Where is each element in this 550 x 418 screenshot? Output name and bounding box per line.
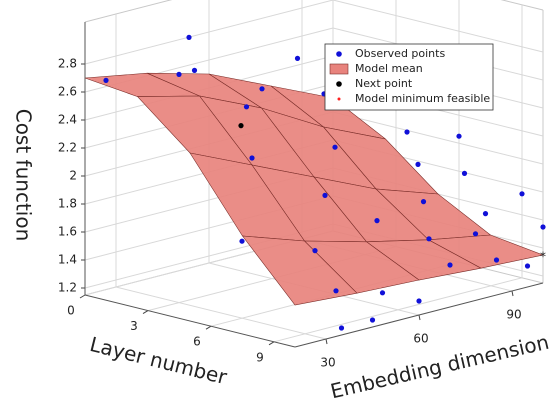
box-edge [84, 0, 173, 23]
point [447, 262, 453, 268]
point [369, 317, 376, 323]
point [186, 34, 192, 41]
x-tick [79, 294, 86, 299]
x-tick [268, 341, 275, 346]
y-axis-label: Embedding dimension [328, 330, 550, 404]
z-tick-label: 1.4 [58, 253, 77, 267]
legend-label: Next point [355, 77, 413, 90]
point [416, 298, 422, 304]
point [338, 325, 345, 331]
x-tick-label: 3 [130, 319, 138, 333]
legend-star [337, 97, 341, 101]
legend-label: Model minimum feasible [355, 92, 490, 105]
point [482, 211, 489, 217]
x-tick [142, 310, 149, 315]
box-edge [500, 0, 544, 11]
point [404, 129, 410, 135]
grid-line [115, 286, 327, 340]
grid-line [332, 0, 544, 53]
point [415, 161, 421, 167]
y-tick-label: 90 [506, 308, 521, 322]
y-tick [325, 338, 328, 345]
point [239, 238, 245, 244]
point [461, 170, 468, 176]
x-tick [205, 325, 212, 330]
x-tick-label: 6 [193, 335, 201, 349]
y-tick-label: 30 [320, 356, 335, 370]
point [332, 144, 338, 150]
point [312, 248, 318, 254]
x-tick-label: 9 [256, 350, 264, 364]
legend-dot [336, 51, 342, 57]
point [103, 77, 109, 83]
surface-patch [241, 235, 358, 306]
legend-label: Observed points [355, 47, 445, 60]
y-tick-label: 60 [413, 332, 428, 346]
point [540, 224, 546, 230]
point [191, 67, 198, 73]
z-axis-label: Cost function [12, 109, 36, 242]
point [456, 133, 462, 139]
x-axis [84, 294, 296, 348]
legend-swatch [329, 63, 349, 75]
point [524, 263, 531, 269]
point [493, 257, 500, 263]
y-tick [511, 290, 514, 297]
legend-label: Model mean [355, 62, 423, 75]
y-tick [418, 314, 421, 321]
point [426, 236, 432, 242]
z-tick-label: 2.8 [58, 57, 77, 71]
z-tick-label: 2.6 [58, 85, 77, 99]
point [374, 218, 380, 224]
z-tick-label: 2.4 [58, 113, 77, 127]
min-point: * [540, 250, 546, 264]
z-tick-label: 1.6 [58, 225, 77, 239]
point [259, 86, 265, 92]
point [420, 199, 427, 205]
z-tick-label: 2.2 [58, 141, 77, 155]
point [333, 288, 339, 294]
grid-line [332, 111, 544, 165]
legend-box [324, 43, 494, 111]
point [176, 71, 182, 77]
z-tick-label: 1.8 [58, 197, 77, 211]
point [379, 290, 386, 296]
point [519, 191, 525, 197]
x-axis-label: Layer number [87, 332, 230, 389]
point [294, 55, 301, 62]
point [472, 231, 479, 237]
y-axis [294, 282, 544, 348]
z-tick-label: 2 [69, 169, 77, 183]
point [238, 123, 244, 129]
point [322, 192, 328, 198]
point [243, 104, 250, 110]
point [249, 155, 255, 161]
legend-dot [336, 81, 342, 87]
z-tick-label: 1.2 [58, 281, 77, 295]
x-tick-label: 0 [67, 304, 75, 318]
